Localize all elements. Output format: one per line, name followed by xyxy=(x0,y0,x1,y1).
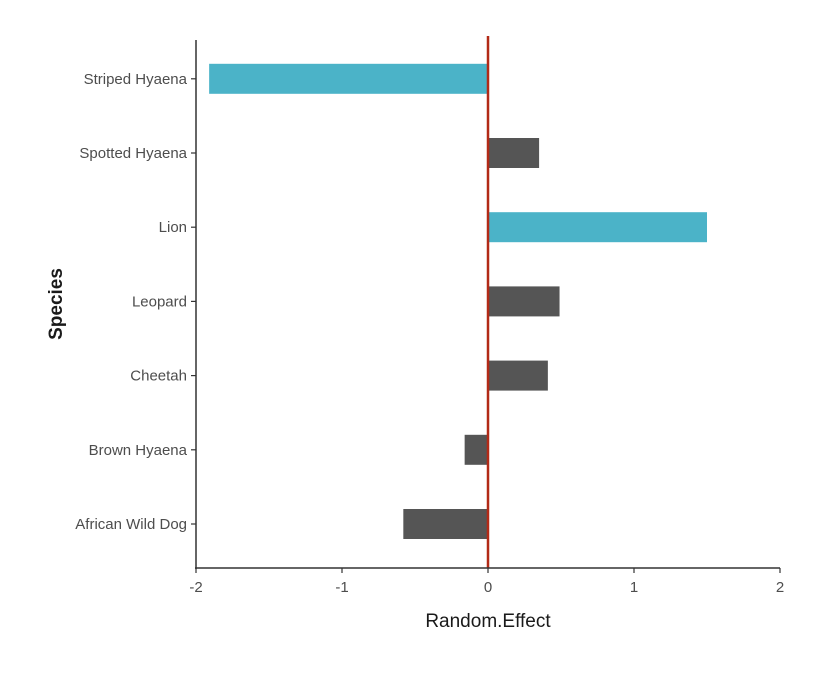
x-axis-ticks: -2 -1 0 1 2 xyxy=(189,568,784,596)
y-tick-label: African Wild Dog xyxy=(75,516,187,533)
bar-lion xyxy=(488,212,707,243)
x-axis-title: Random.Effect xyxy=(425,611,551,632)
bar-african-wild-dog xyxy=(403,509,488,539)
bars-group xyxy=(209,63,707,539)
y-tick-label: Cheetah xyxy=(130,368,187,385)
y-tick-label: Brown Hyaena xyxy=(89,442,188,459)
y-tick-label: Striped Hyaena xyxy=(84,71,188,88)
x-tick-label: 1 xyxy=(630,579,638,596)
y-tick-label: Leopard xyxy=(132,293,187,310)
y-tick-label: Spotted Hyaena xyxy=(79,145,187,162)
y-axis-title: Species xyxy=(46,268,67,340)
bar-striped-hyaena xyxy=(209,63,488,94)
y-tick-label: Lion xyxy=(159,219,187,236)
bar-spotted-hyaena xyxy=(488,138,540,168)
y-axis-ticks: African Wild Dog Brown Hyaena Cheetah Leopa… xyxy=(75,71,196,533)
x-tick-label: -2 xyxy=(189,579,202,596)
x-tick-label: -1 xyxy=(335,579,348,596)
bar-cheetah xyxy=(488,360,548,391)
x-tick-label: 2 xyxy=(776,579,784,596)
bar-leopard xyxy=(488,286,560,317)
x-tick-label: 0 xyxy=(484,579,492,596)
bar-brown-hyaena xyxy=(464,434,488,465)
